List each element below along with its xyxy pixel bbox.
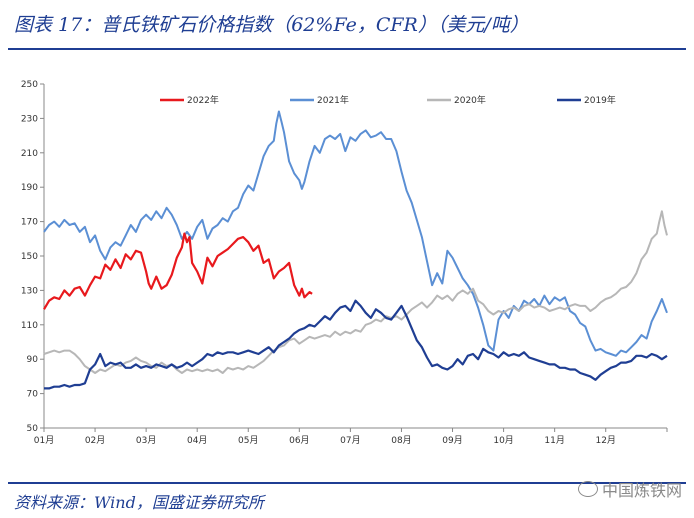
- x-tick-label: 04月: [187, 435, 207, 446]
- x-tick-label: 01月: [34, 435, 54, 446]
- y-tick-label: 130: [21, 286, 38, 296]
- x-tick-label: 07月: [340, 435, 360, 446]
- watermark: 中国炼铁网: [577, 477, 682, 501]
- series-line: [44, 299, 668, 390]
- y-tick-label: 150: [21, 252, 38, 262]
- y-tick-label: 70: [27, 390, 39, 400]
- series-line: [43, 210, 668, 374]
- x-tick-label: 05月: [238, 435, 258, 446]
- x-tick-label: 10月: [493, 435, 513, 446]
- x-tick-label: 08月: [391, 435, 411, 446]
- y-tick-label: 90: [27, 355, 39, 365]
- wechat-icon: [577, 481, 598, 497]
- figure-title: 图表 17：普氏铁矿石价格指数（62%Fe，CFR）（美元/吨）: [14, 14, 529, 36]
- series-line: [43, 232, 313, 310]
- title-rule: [8, 48, 686, 50]
- x-tick-label: 03月: [136, 435, 156, 446]
- x-tick-label: 02月: [85, 435, 105, 446]
- y-tick-label: 210: [21, 149, 38, 159]
- x-tick-label: 11月: [544, 435, 564, 446]
- source-rule: [8, 482, 686, 484]
- y-tick-label: 50: [27, 424, 39, 434]
- chart-legend: 2022年 2021年 2020年 2019年: [160, 94, 616, 106]
- x-tick-label: 06月: [289, 435, 309, 446]
- legend-label: 2022年: [187, 94, 219, 106]
- y-tick-label: 190: [21, 183, 38, 193]
- chart-axes: 50 70 90 110 130 150 170 190 210 230 250 01月 02月 03月 0…: [21, 80, 668, 446]
- y-tick-label: 170: [21, 218, 38, 228]
- x-tick-label: 12月: [595, 435, 615, 446]
- chart-series: [43, 110, 668, 390]
- y-tick-label: 250: [21, 80, 38, 90]
- figure-source: 资料来源：Wind，国盛证券研究所: [14, 493, 264, 512]
- legend-label: 2020年: [454, 94, 486, 106]
- line-chart: 50 70 90 110 130 150 170 190 210 230 250 01月 02月 03月 0…: [21, 80, 668, 446]
- series-line: [43, 110, 668, 357]
- x-tick-label: 09月: [442, 435, 462, 446]
- y-tick-label: 110: [21, 321, 38, 331]
- y-tick-label: 230: [21, 114, 38, 124]
- legend-label: 2021年: [317, 94, 349, 106]
- watermark-text: 中国炼铁网: [601, 481, 682, 500]
- legend-label: 2019年: [584, 94, 616, 106]
